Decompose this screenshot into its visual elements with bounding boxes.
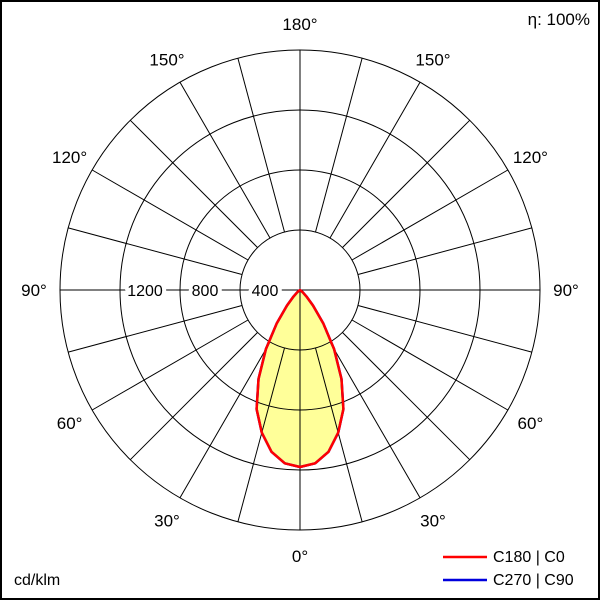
legend: C180 | C0 C270 | C90	[443, 549, 574, 589]
grid-line	[179, 81, 271, 239]
grid-line	[329, 81, 421, 239]
angle-tick-label: 60°	[57, 414, 83, 433]
angle-labels: 0° 30° 30° 60° 60° 90° 90° 120° 120° 150° 150° 180°	[21, 15, 579, 566]
grid-line	[351, 319, 509, 411]
angle-tick-label: 90°	[21, 281, 47, 300]
grid-line	[357, 305, 532, 353]
angle-tick-label: 150°	[149, 51, 184, 70]
grid-line	[129, 332, 258, 461]
polar-grid	[59, 49, 541, 531]
grid-line	[329, 341, 421, 499]
legend-label-c180-c0: C180 | C0	[493, 549, 565, 566]
angle-tick-label: 180°	[282, 15, 317, 34]
legend-label-c270-c90: C270 | C90	[493, 572, 574, 589]
grid-line	[68, 227, 243, 275]
radial-tick-label: 1200	[127, 283, 163, 300]
curve-c180-c0	[255, 288, 345, 469]
angle-tick-label: 150°	[415, 51, 450, 70]
grid-line	[179, 341, 271, 499]
grid-line	[68, 305, 243, 353]
grid-line	[129, 119, 258, 248]
grid-line	[237, 347, 285, 522]
grid-line	[315, 58, 363, 233]
grid-line	[91, 319, 249, 411]
grid-line	[342, 332, 471, 461]
radial-labels: 400 800 1200	[123, 279, 282, 304]
angle-tick-label: 60°	[518, 414, 544, 433]
grid-line	[351, 169, 509, 261]
angle-tick-label: 30°	[420, 511, 446, 530]
grid-line	[315, 347, 363, 522]
angle-tick-label: 30°	[154, 511, 180, 530]
angle-tick-label: 0°	[292, 547, 308, 566]
grid-line	[91, 169, 249, 261]
angle-tick-label: 90°	[553, 281, 579, 300]
grid-line	[342, 119, 471, 248]
angle-tick-label: 120°	[513, 148, 548, 167]
radial-tick-label: 400	[252, 283, 279, 300]
units-label: cd/klm	[14, 572, 60, 589]
radial-tick-label: 800	[192, 283, 219, 300]
angle-tick-label: 120°	[52, 148, 87, 167]
grid-line	[237, 58, 285, 233]
efficiency-label: η: 100%	[528, 10, 590, 29]
grid-line	[357, 227, 532, 275]
